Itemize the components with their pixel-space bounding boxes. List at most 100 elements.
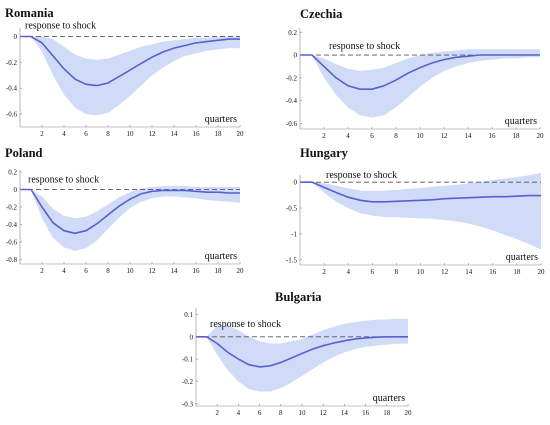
y-tick-label: -0.8 <box>6 256 18 264</box>
y-tick-label: -0.2 <box>286 74 298 82</box>
panel-hungary: 0 -0.5 -1 -1.5 2 4 6 8 10 12 14 16 18 20 Hungary respon… <box>286 146 545 276</box>
x-tick-label: 10 <box>417 132 425 140</box>
x-tick-label: 14 <box>171 130 179 138</box>
x-tick-label: 12 <box>149 130 157 138</box>
x-tick-label: 2 <box>40 267 44 275</box>
response-annotation: response to shock <box>326 170 397 181</box>
y-tick-label: -0.4 <box>286 97 298 105</box>
response-line <box>300 54 540 90</box>
x-tick-label: 4 <box>237 409 241 417</box>
panel-title: Romania <box>5 6 54 20</box>
x-tick-label: 8 <box>106 130 110 138</box>
x-tick-label: 8 <box>279 409 283 417</box>
response-annotation: response to shock <box>25 20 96 31</box>
x-tick-label: 14 <box>465 268 473 276</box>
x-tick-label: 2 <box>322 268 326 276</box>
x-tick-label: 6 <box>370 132 374 140</box>
x-tick-label: 18 <box>215 130 223 138</box>
x-tick-label: 16 <box>489 132 497 140</box>
x-tick-label: 8 <box>395 268 399 276</box>
response-annotation: response to shock <box>28 175 99 186</box>
x-tick-label: 4 <box>62 267 66 275</box>
x-tick-label: 18 <box>513 132 521 140</box>
y-tick-label: -1.5 <box>286 256 298 264</box>
x-tick-label: 16 <box>489 268 497 276</box>
x-tick-label: 10 <box>127 267 135 275</box>
y-tick-label: 0 <box>294 52 298 60</box>
panel-title: Hungary <box>300 146 349 160</box>
x-axis-label: quarters <box>205 251 237 262</box>
x-axis-label: quarters <box>505 116 537 127</box>
x-tick-label: 20 <box>405 409 413 417</box>
response-line <box>196 336 408 368</box>
x-tick-label: 12 <box>320 409 328 417</box>
response-line <box>20 188 240 235</box>
x-tick-label: 6 <box>84 130 88 138</box>
y-tick-label: 0 <box>14 186 18 194</box>
confidence-band <box>20 186 240 251</box>
y-tick-label: -0.2 <box>182 378 194 386</box>
x-tick-label: 14 <box>341 409 349 417</box>
x-tick-label: 16 <box>193 267 201 275</box>
response-line <box>300 181 541 203</box>
x-tick-label: 10 <box>417 268 425 276</box>
y-tick-label: 0.2 <box>288 29 297 37</box>
y-tick-label: -0.5 <box>286 205 298 213</box>
y-tick-label: 0 <box>14 33 18 41</box>
x-tick-label: 6 <box>371 268 375 276</box>
x-tick-label: 20 <box>537 132 545 140</box>
y-tick-label: -1 <box>291 230 297 238</box>
x-tick-label: 18 <box>383 409 391 417</box>
y-tick-label: -0.4 <box>6 221 18 229</box>
panel-romania: 0 -0.2 -0.4 -0.6 2 4 6 8 10 12 14 16 18 20 Romaniaresp… <box>5 6 244 138</box>
x-tick-label: 10 <box>299 409 307 417</box>
confidence-band <box>300 49 540 118</box>
x-tick-label: 14 <box>465 132 473 140</box>
x-tick-label: 4 <box>346 268 350 276</box>
x-tick-label: 18 <box>215 267 223 275</box>
panel-bulgaria: 0.1 0 -0.1 -0.2 -0.3 2 4 6 8 10 12 14 16 18 20 Bulgaria… <box>182 290 412 417</box>
panel-title: Poland <box>5 146 43 160</box>
x-tick-label: 2 <box>40 130 44 138</box>
x-tick-label: 10 <box>127 130 135 138</box>
x-tick-label: 16 <box>362 409 370 417</box>
x-tick-label: 20 <box>538 268 546 276</box>
x-tick-label: 12 <box>149 267 157 275</box>
confidence-band <box>300 172 541 250</box>
y-tick-label: -0.6 <box>6 111 18 119</box>
y-tick-label: 0.1 <box>184 311 193 319</box>
x-tick-label: 18 <box>513 268 521 276</box>
y-tick-label: -0.6 <box>6 239 18 247</box>
x-tick-label: 4 <box>62 130 66 138</box>
panel-title: Czechia <box>300 7 343 21</box>
panel-title: Bulgaria <box>275 290 322 304</box>
x-tick-label: 20 <box>237 130 245 138</box>
x-tick-label: 2 <box>215 409 219 417</box>
x-axis-label: quarters <box>205 114 237 125</box>
panel-poland: 0.2 0 -0.2 -0.4 -0.6 -0.8 2 4 6 8 10 12 14 16 18 20 Pola… <box>5 146 244 275</box>
x-tick-label: 6 <box>258 409 262 417</box>
x-tick-label: 12 <box>441 268 449 276</box>
y-tick-label: -0.2 <box>6 204 18 212</box>
y-tick-label: -0.2 <box>6 59 18 67</box>
x-tick-label: 12 <box>441 132 449 140</box>
y-tick-label: -0.6 <box>286 120 298 128</box>
y-tick-label: 0.2 <box>8 169 17 177</box>
y-tick-label: -0.4 <box>6 85 18 93</box>
x-tick-label: 4 <box>346 132 350 140</box>
x-tick-label: 16 <box>193 130 201 138</box>
x-tick-label: 6 <box>84 267 88 275</box>
x-tick-label: 20 <box>237 267 245 275</box>
x-tick-label: 14 <box>171 267 179 275</box>
response-line <box>20 35 240 87</box>
response-annotation: response to shock <box>210 319 281 330</box>
y-tick-label: -0.1 <box>182 356 194 364</box>
panel-czechia: 0.2 0 -0.2 -0.4 -0.6 2 4 6 8 10 12 14 16 18 20 Czechia r… <box>286 7 544 140</box>
y-tick-label: -0.3 <box>182 400 194 408</box>
y-tick-label: 0 <box>294 179 298 187</box>
x-tick-label: 8 <box>394 132 398 140</box>
x-axis-label: quarters <box>506 252 538 263</box>
y-tick-label: 0 <box>190 333 194 341</box>
x-tick-label: 2 <box>322 132 326 140</box>
